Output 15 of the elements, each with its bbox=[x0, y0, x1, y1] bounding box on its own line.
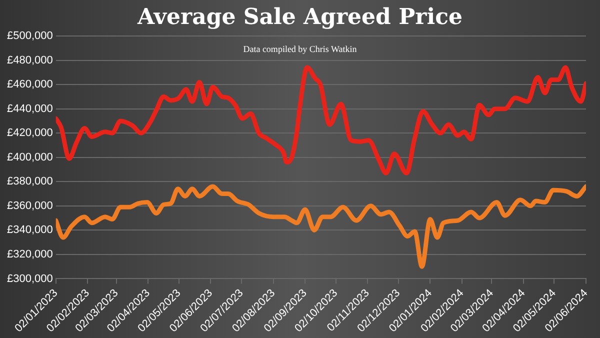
line-series bbox=[56, 65, 586, 176]
y-tick-label: £500,000 bbox=[6, 30, 53, 42]
y-tick-label: £480,000 bbox=[6, 54, 53, 66]
y-tick-label: £320,000 bbox=[6, 248, 53, 260]
y-tick-label: £460,000 bbox=[6, 78, 53, 91]
y-tick-label: £420,000 bbox=[6, 127, 53, 140]
y-tick-label: £440,000 bbox=[6, 102, 53, 115]
y-tick-label: £300,000 bbox=[6, 272, 53, 285]
annotation: Data compiled by Chris Watkin bbox=[243, 44, 358, 54]
line-series bbox=[56, 184, 586, 269]
y-tick-label: £340,000 bbox=[6, 224, 53, 236]
y-tick-label: £400,000 bbox=[6, 151, 53, 164]
chart-title: Average Sale Agreed Price bbox=[136, 4, 462, 30]
y-tick-label: £380,000 bbox=[6, 176, 53, 188]
y-tick-label: £360,000 bbox=[6, 200, 53, 212]
